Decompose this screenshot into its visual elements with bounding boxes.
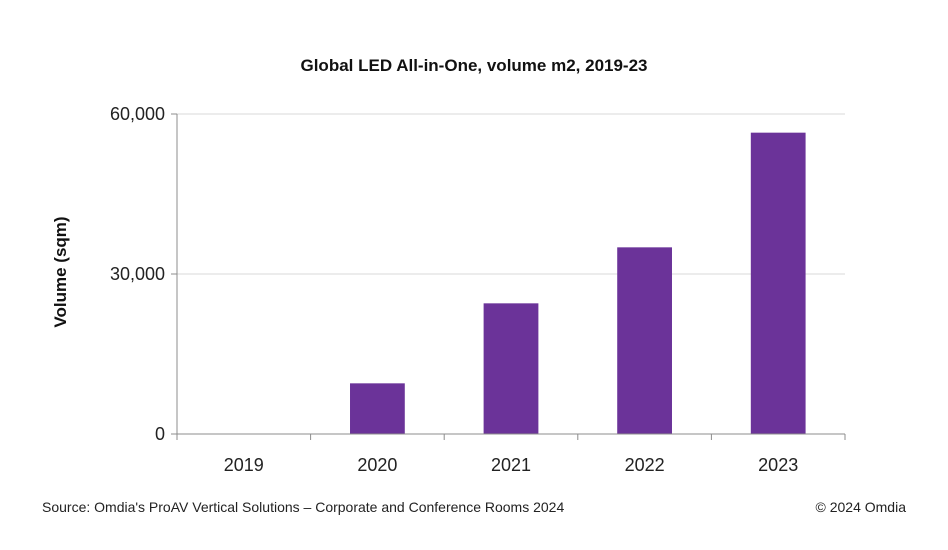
bar-2023 [750,132,806,434]
bar-2021 [483,303,539,434]
y-tick-label-1: 30,000 [110,264,165,284]
y-tick-label-0: 0 [155,424,165,444]
chart-title: Global LED All-in-One, volume m2, 2019-2… [300,56,648,75]
y-axis-title: Volume (sqm) [51,216,70,327]
x-tick-label-2022: 2022 [625,455,665,475]
tick-labels: 0 30,000 60,000 2019 2020 2021 2022 2023 [110,104,798,475]
x-tick-label-2019: 2019 [224,455,264,475]
x-tick-label-2020: 2020 [357,455,397,475]
y-tick-label-2: 60,000 [110,104,165,124]
x-tick-label-2023: 2023 [758,455,798,475]
source-note: Source: Omdia's ProAV Vertical Solutions… [42,499,565,515]
copyright-note: © 2024 Omdia [815,499,906,515]
bars [350,132,806,434]
bar-2020 [350,383,405,434]
axes [171,113,846,440]
bar-2022 [617,247,672,434]
grid-lines [177,113,845,275]
x-tick-label-2021: 2021 [491,455,531,475]
